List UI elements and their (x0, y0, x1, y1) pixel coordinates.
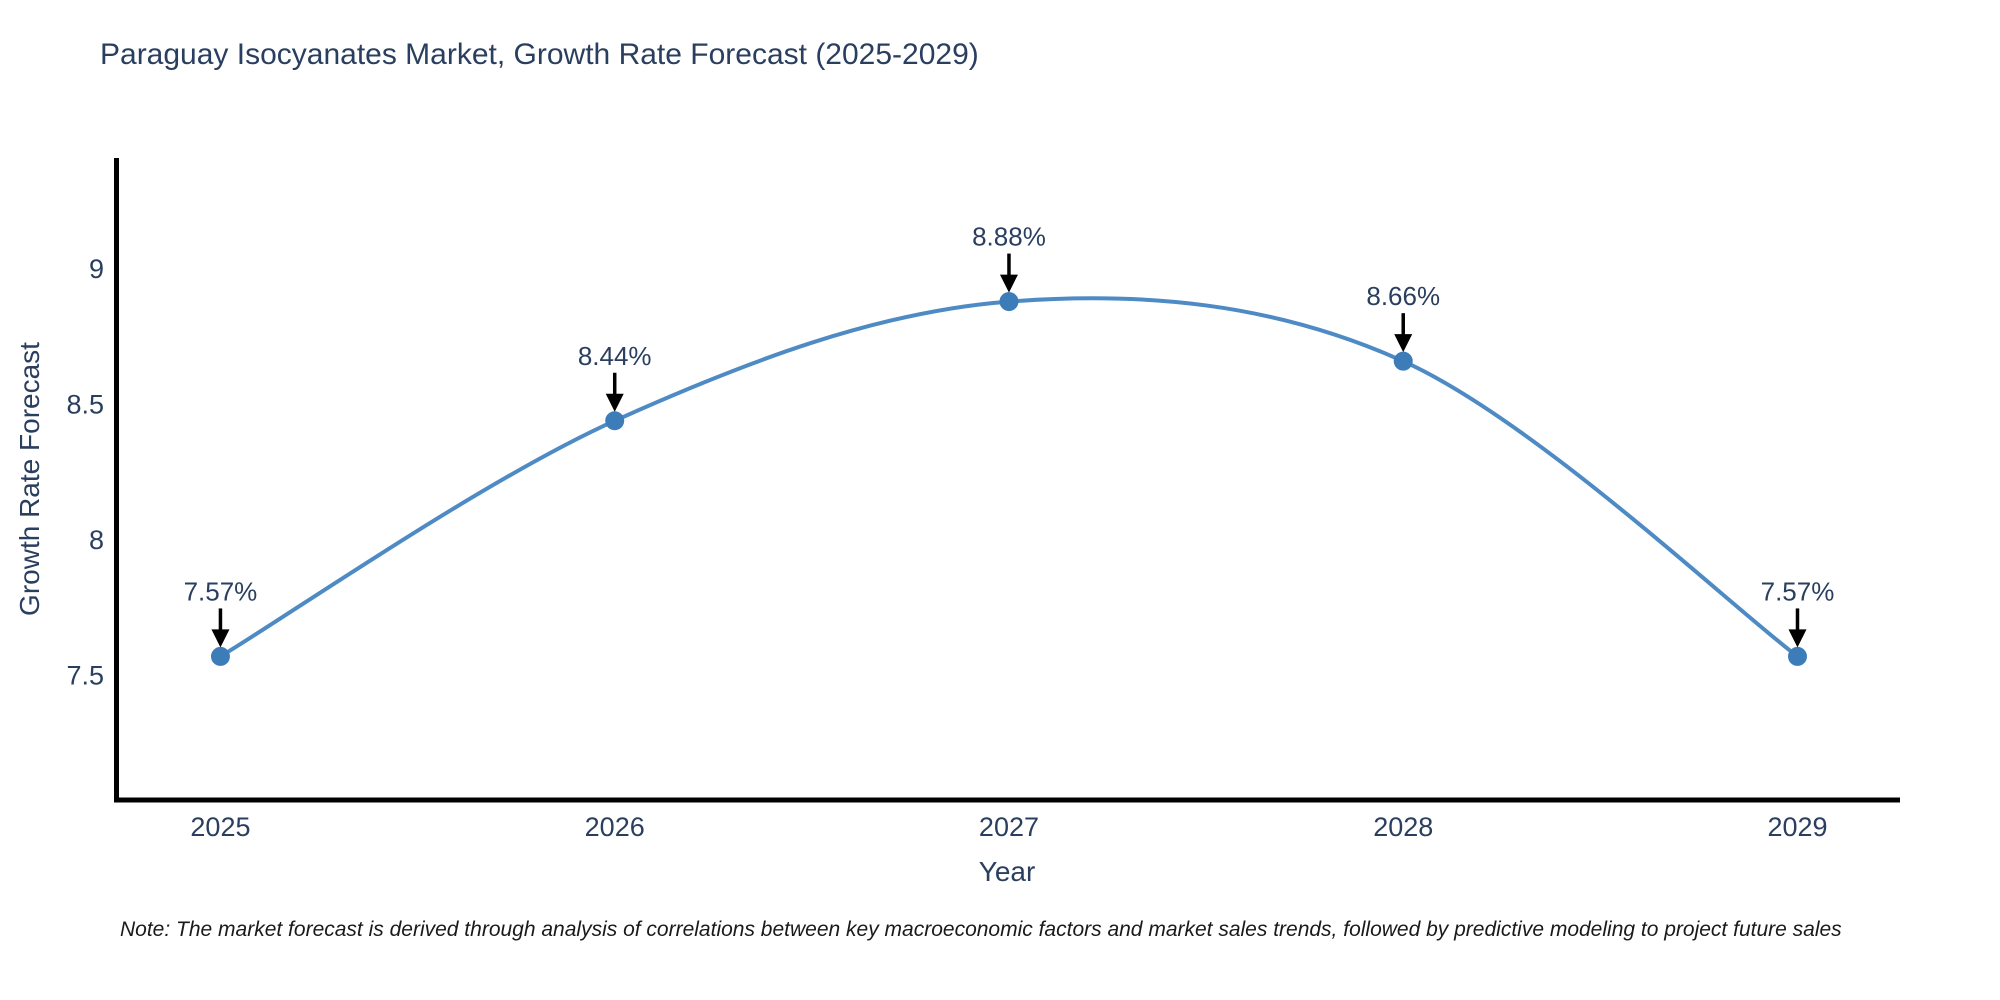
x-tick-label: 2029 (1767, 812, 1827, 842)
point-annotation: 7.57% (184, 576, 258, 606)
x-axis-title: Year (978, 856, 1036, 887)
x-tick-label: 2025 (190, 812, 250, 842)
x-tick-label: 2026 (585, 812, 645, 842)
chart-title: Paraguay Isocyanates Market, Growth Rate… (100, 38, 979, 71)
point-annotation: 8.88% (972, 222, 1046, 252)
annotation-arrowhead (1788, 629, 1807, 648)
y-tick-label: 7.5 (66, 660, 104, 690)
trend-line (219, 296, 1799, 659)
footnote: Note: The market forecast is derived thr… (120, 918, 1842, 941)
point-annotation: 7.57% (1761, 576, 1835, 606)
annotation-arrowhead (999, 274, 1018, 293)
x-tick-label: 2028 (1373, 812, 1433, 842)
point-annotation: 8.44% (578, 341, 652, 371)
data-point-marker (210, 646, 230, 666)
y-tick-label: 9 (89, 254, 104, 284)
y-tick-label: 8.5 (66, 390, 104, 420)
annotation-arrowhead (1394, 334, 1413, 353)
annotation-arrowhead (211, 629, 230, 648)
point-annotation: 8.66% (1366, 281, 1440, 311)
y-tick-label: 8 (89, 525, 104, 555)
annotation-arrowhead (605, 393, 624, 412)
data-point-marker (605, 411, 625, 431)
data-point-marker (999, 292, 1019, 312)
x-tick-label: 2027 (979, 812, 1039, 842)
data-point-marker (1787, 646, 1807, 666)
data-point-marker (1393, 351, 1413, 371)
